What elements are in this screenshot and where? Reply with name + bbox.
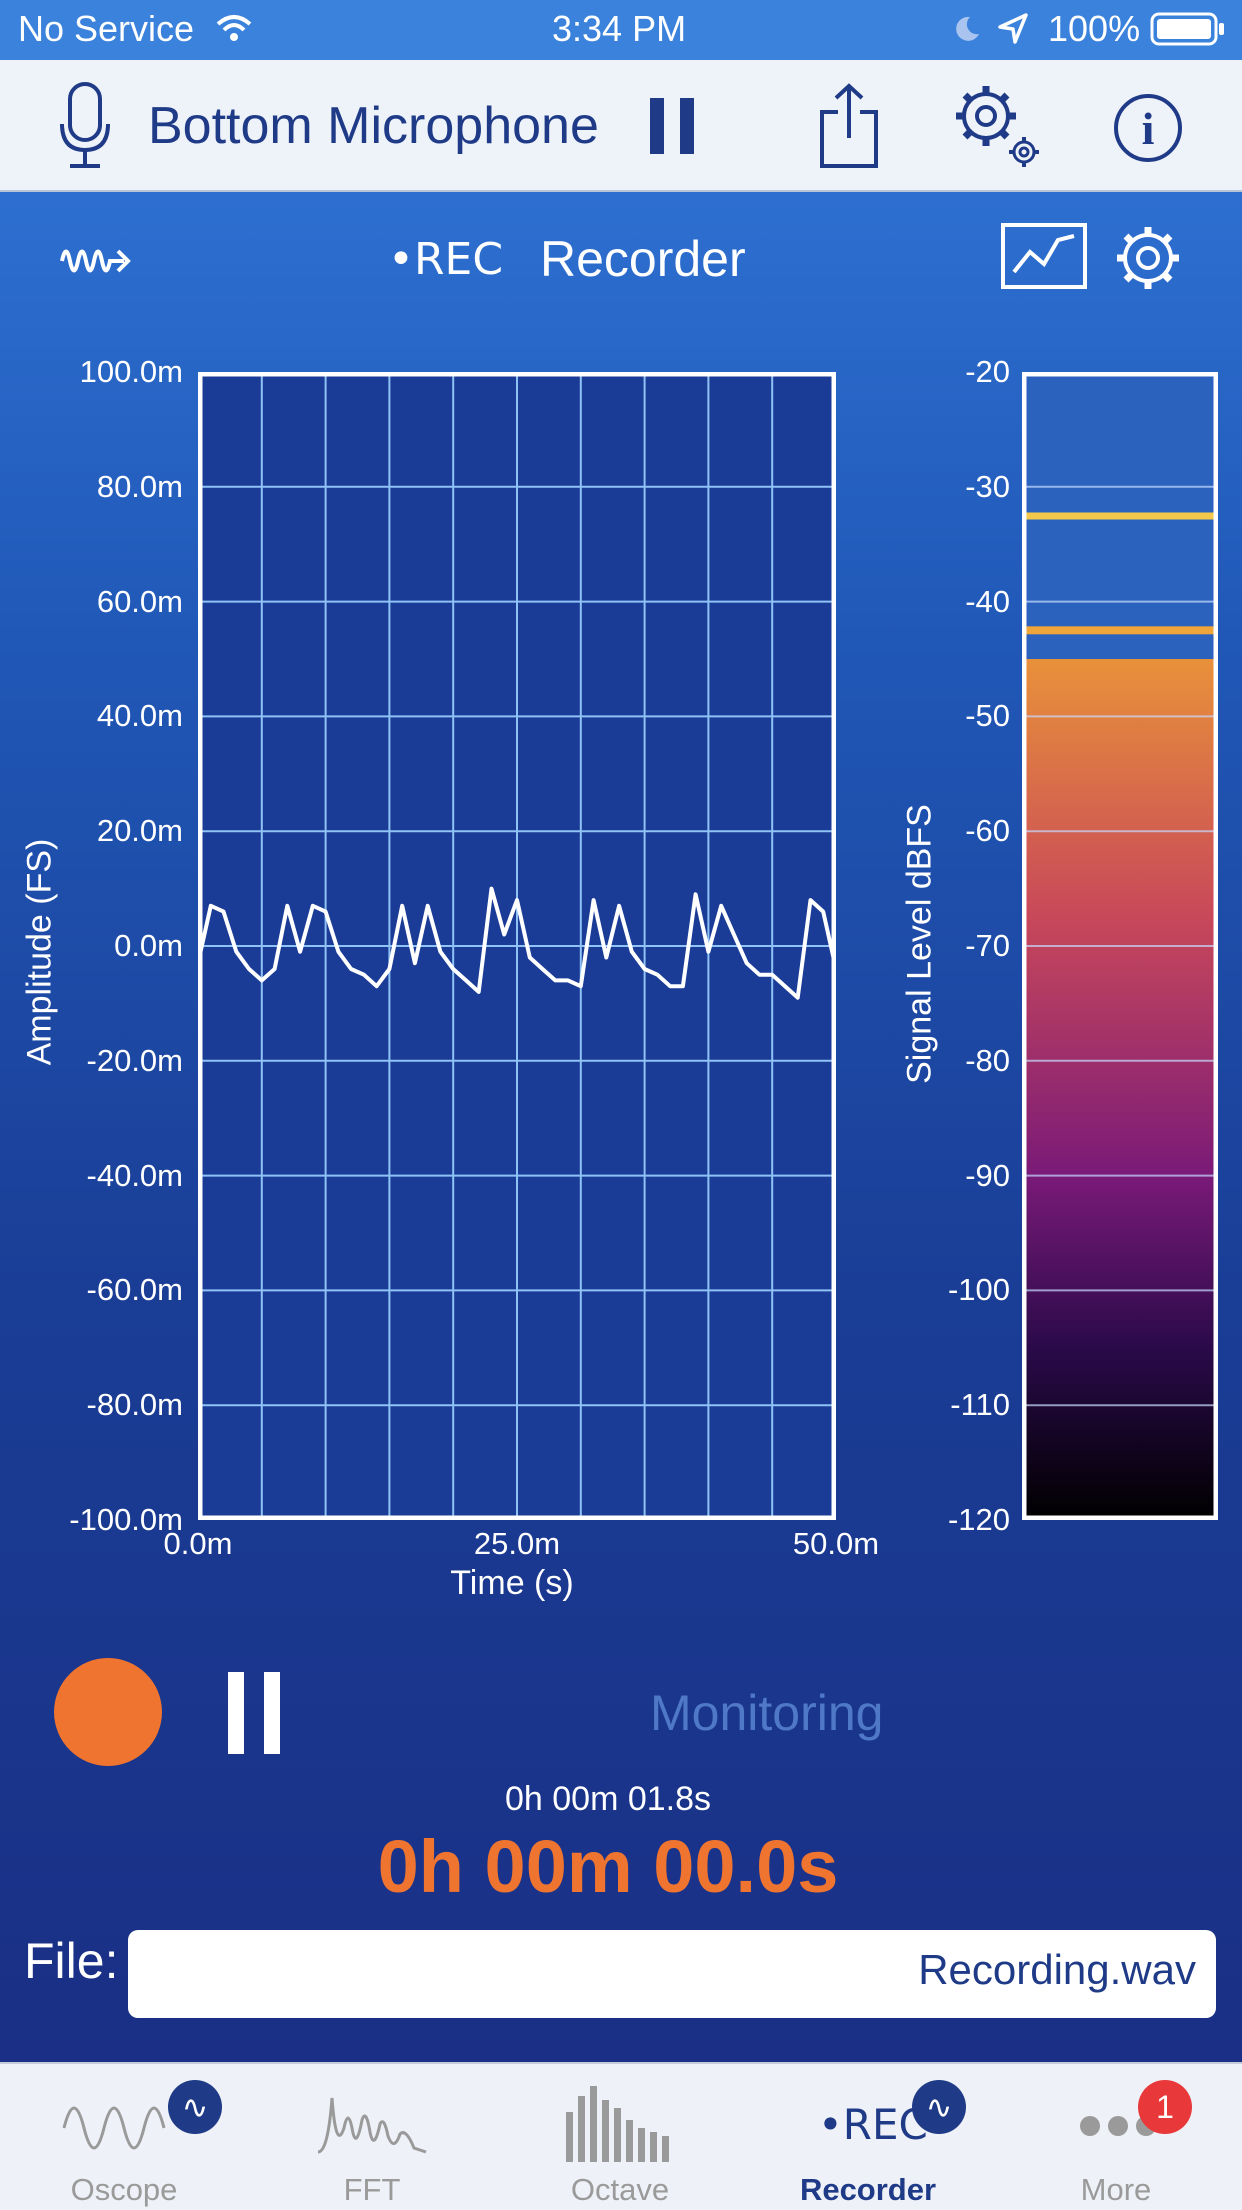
oscope-chart: 100.0m 80.0m 60.0m 40.0m 20.0m 0.0m -20.0m -40.… xyxy=(0,192,900,1642)
x-tick-label: 0.0m xyxy=(163,1526,233,1561)
meter-tick-label: -20 xyxy=(965,354,1010,389)
rec-tab-icon: •REC xyxy=(818,2100,928,2149)
recorded-time: 0h 00m 00.0s xyxy=(377,1825,839,1908)
share-icon[interactable] xyxy=(816,82,882,172)
waveform-route-icon[interactable] xyxy=(58,236,148,286)
level-meter-bar xyxy=(1022,372,1218,1520)
tab-oscope-label: Oscope xyxy=(70,2172,178,2207)
notification-badge: 1 xyxy=(1138,2080,1192,2134)
level-meter: -20 -30 -40 -50 -60 -70 -80 -90 -100 -110 -120 Sig… xyxy=(880,192,1242,1642)
meter-tick-label: -50 xyxy=(965,698,1010,734)
battery-icon xyxy=(1150,12,1224,46)
waveform-series xyxy=(198,886,836,1000)
x-tick-label: 50.0m xyxy=(792,1526,880,1561)
level-fill xyxy=(1022,659,1218,1520)
rec-indicator: •REC xyxy=(388,234,504,285)
tab-bar: ∿ Oscope FFT Octave •REC ∿ Recorder xyxy=(0,2062,1242,2210)
y-tick-label: -40.0m xyxy=(86,1157,183,1193)
y-tick-label: -80.0m xyxy=(86,1387,183,1423)
fft-icon xyxy=(317,2097,427,2154)
meter-tick-label: -40 xyxy=(965,583,1010,619)
tab-more-label: More xyxy=(1080,2172,1152,2207)
file-label: File: xyxy=(24,1933,119,1989)
monitoring-status: Monitoring xyxy=(650,1685,884,1741)
record-button[interactable] xyxy=(54,1658,162,1766)
meter-tick-label: -120 xyxy=(947,1502,1010,1537)
meter-tick-label: -90 xyxy=(965,1157,1010,1193)
elapsed-time: 0h 00m 01.8s xyxy=(504,1780,712,1818)
meter-tick-label: -70 xyxy=(965,928,1010,963)
wifi-icon xyxy=(216,15,252,41)
y-tick-label: -100.0m xyxy=(69,1502,183,1537)
recorder-badge: ∿ xyxy=(912,2080,966,2134)
status-bar: No Service 3:34 PM 100% xyxy=(0,0,1242,60)
tab-oscope[interactable]: ∿ Oscope xyxy=(0,2064,248,2210)
y-tick-label: -20.0m xyxy=(86,1042,183,1078)
y-tick-label: 40.0m xyxy=(96,698,183,734)
carrier-label: No Service xyxy=(18,8,195,49)
tab-octave[interactable]: Octave xyxy=(496,2064,744,2210)
y-tick-label: 60.0m xyxy=(96,583,183,619)
gear-settings-icon[interactable] xyxy=(952,82,1046,172)
tab-more[interactable]: 1 More xyxy=(992,2064,1240,2210)
top-toolbar: Bottom Microphone xyxy=(0,60,1242,192)
tab-fft-label: FFT xyxy=(343,2172,401,2207)
file-name-field[interactable]: Recording.wav xyxy=(128,1930,1216,2018)
battery-percent: 100% xyxy=(1048,8,1141,49)
octave-bars-icon xyxy=(566,2086,669,2162)
oscope-plot-area[interactable] xyxy=(198,372,836,1520)
peak-hold-marker xyxy=(1022,626,1218,635)
oscope-grid xyxy=(198,372,836,1520)
moon-icon xyxy=(956,16,979,41)
svg-text:i: i xyxy=(1142,103,1155,154)
panel-title: Recorder xyxy=(540,231,746,287)
x-axis-label: Time (s) xyxy=(450,1564,574,1602)
info-icon[interactable]: i xyxy=(1112,92,1184,164)
microphone-icon[interactable] xyxy=(56,80,114,172)
tab-recorder-label: Recorder xyxy=(799,2172,937,2207)
meter-tick-label: -30 xyxy=(965,468,1010,504)
panel-settings-gear-icon[interactable] xyxy=(1112,222,1184,294)
y-tick-label: 80.0m xyxy=(96,468,183,504)
pause-icon[interactable] xyxy=(648,96,698,156)
oscope-badge: ∿ xyxy=(168,2080,222,2134)
tab-recorder[interactable]: •REC ∿ Recorder xyxy=(744,2064,992,2210)
input-source-label[interactable]: Bottom Microphone xyxy=(148,97,599,155)
y-tick-label: -60.0m xyxy=(86,1272,183,1308)
y-tick-label: 100.0m xyxy=(79,354,183,389)
clock: 3:34 PM xyxy=(552,8,687,49)
tab-octave-label: Octave xyxy=(570,2172,670,2207)
y-tick-label: 0.0m xyxy=(114,928,183,963)
oscilloscope-icon xyxy=(62,2106,166,2150)
y-tick-label: 20.0m xyxy=(96,813,183,849)
location-icon xyxy=(998,13,1028,44)
recorder-panel: •REC Recorder 100.0m 80.0m 60.0m 40.0m 20.0m… xyxy=(0,192,1242,2062)
max-level-marker xyxy=(1022,512,1218,520)
meter-tick-label: -80 xyxy=(965,1042,1010,1078)
meter-axis-label: Signal Level dBFS xyxy=(900,804,939,1084)
y-axis-label: Amplitude (FS) xyxy=(20,838,59,1066)
x-tick-label: 25.0m xyxy=(473,1526,561,1561)
tab-fft[interactable]: FFT xyxy=(248,2064,496,2210)
meter-tick-label: -60 xyxy=(965,813,1010,849)
chart-view-icon[interactable] xyxy=(1000,222,1088,292)
meter-tick-label: -100 xyxy=(947,1272,1010,1308)
file-name: Recording.wav xyxy=(918,1946,1196,1993)
pause-record-button[interactable] xyxy=(226,1670,282,1756)
meter-tick-label: -110 xyxy=(950,1387,1010,1423)
